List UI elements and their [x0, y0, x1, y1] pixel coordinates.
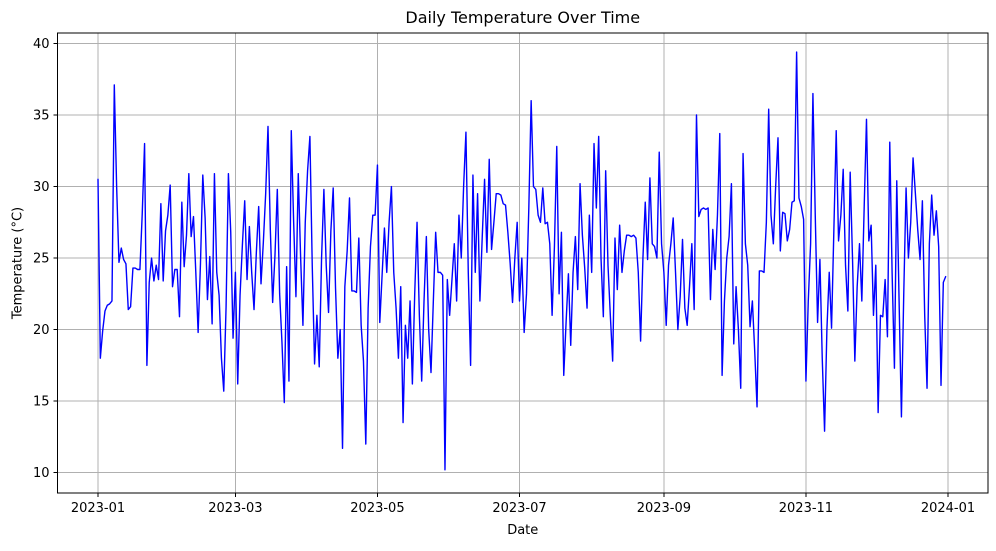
y-tick-label: 10	[33, 466, 50, 481]
plot-border	[57, 32, 989, 494]
y-tick-label: 25	[33, 252, 50, 267]
y-tick-label: 30	[33, 180, 50, 195]
axes-layer	[53, 32, 989, 497]
x-tick-label: 2023-09	[637, 501, 691, 516]
x-tick-label: 2023-07	[492, 501, 546, 516]
y-tick-label: 35	[33, 108, 50, 123]
chart-title: Daily Temperature Over Time	[405, 8, 640, 27]
x-axis-label: Date	[507, 523, 538, 538]
x-tick-label: 2023-11	[779, 501, 833, 516]
x-tick-label: 2023-01	[71, 501, 125, 516]
x-tick-label: 2023-03	[208, 501, 262, 516]
x-tick-label: 2023-05	[350, 501, 404, 516]
y-tick-label: 40	[33, 37, 50, 52]
y-axis-label: Temperature (°C)	[11, 207, 26, 320]
temperature-line	[97, 51, 947, 471]
tick-label-layer: 10 15 20 25 30 35 40 2023-01 2023-03 2023-05 2023-…	[33, 37, 975, 516]
series-layer	[97, 51, 947, 471]
y-tick-label: 20	[33, 323, 50, 338]
x-tick-label: 2024-01	[921, 501, 975, 516]
grid-layer	[57, 33, 988, 493]
y-tick-label: 15	[33, 395, 50, 410]
